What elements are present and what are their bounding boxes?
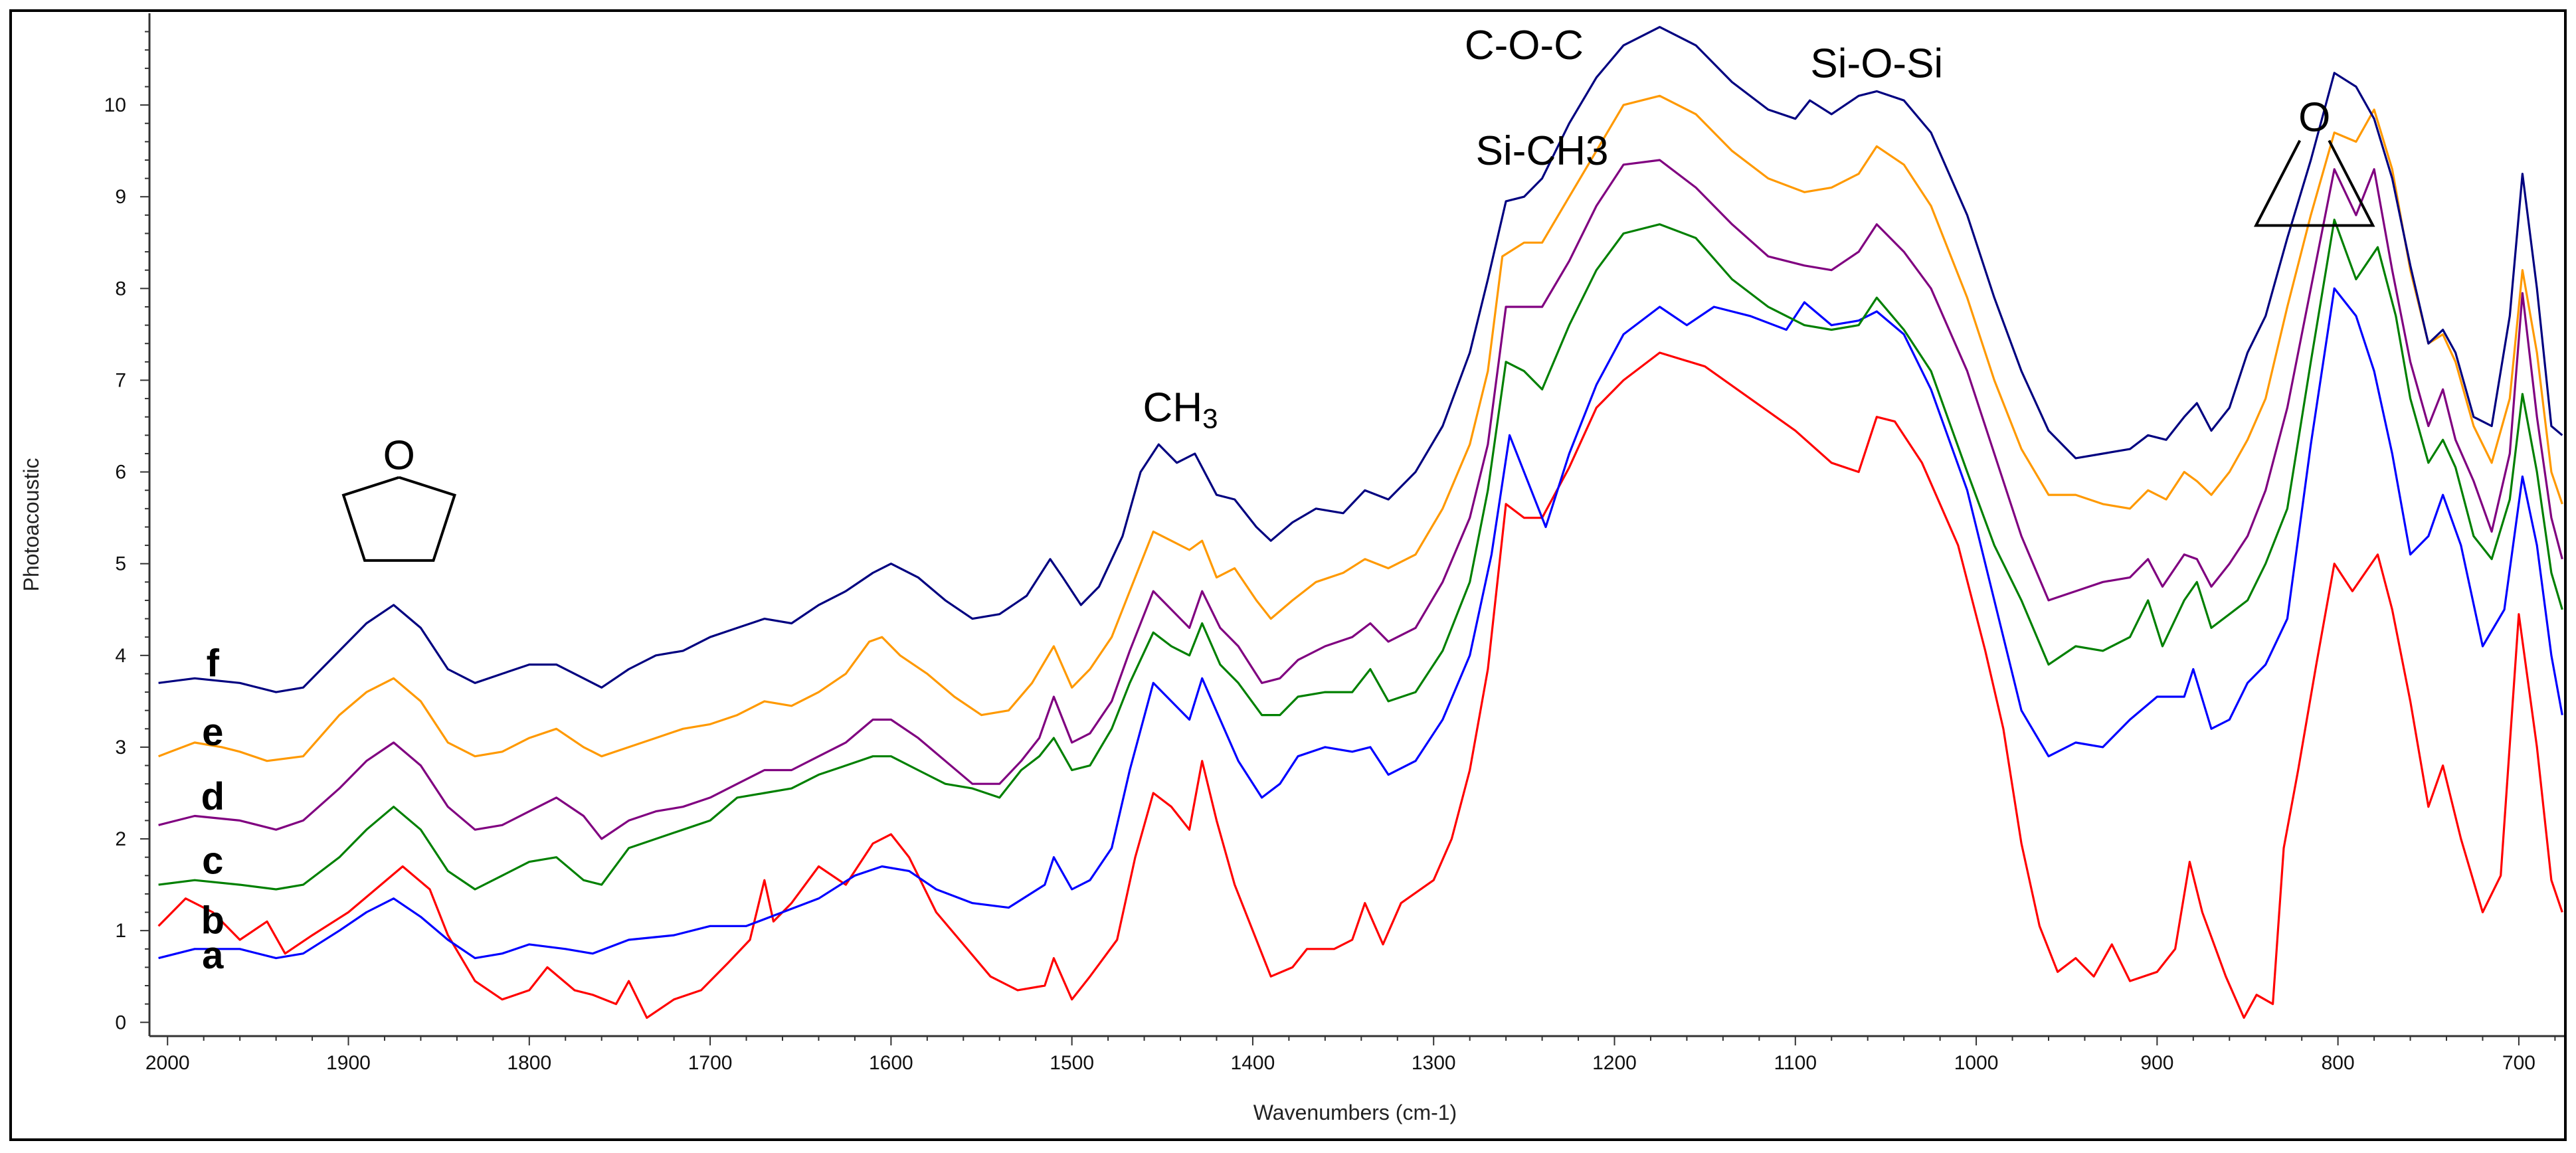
series-layer <box>157 26 2563 1019</box>
series-line-e <box>158 94 2563 762</box>
ring-oxygen-label: O <box>383 433 415 479</box>
x-axis-title: Wavenumbers (cm-1) <box>1253 1101 1457 1124</box>
tetrahydrofuran-ring-drawing: O <box>341 433 456 562</box>
series-line-f <box>158 26 2563 693</box>
y-tick-label: 2 <box>115 828 126 850</box>
y-tick-label: 7 <box>115 369 126 391</box>
x-tick-label: 1600 <box>869 1052 913 1074</box>
curve-label-c: c <box>202 840 223 883</box>
band-annotation: CH3 <box>1143 385 1218 434</box>
y-tick-label: 5 <box>115 553 126 575</box>
band-annotation: Si-O-Si <box>1810 41 1943 87</box>
band-annotation: C-O-C <box>1465 23 1584 68</box>
series-line-c <box>158 219 2563 891</box>
series-line-a <box>157 351 2563 1019</box>
structure-layer: OO <box>341 95 2375 562</box>
series-line-b <box>158 287 2563 960</box>
y-tick-label: 3 <box>115 737 126 758</box>
x-tick-label: 900 <box>2140 1052 2173 1074</box>
y-tick-label: 10 <box>104 94 126 116</box>
x-tick-label: 1800 <box>507 1052 551 1074</box>
y-tick-label: 9 <box>115 186 126 208</box>
curve-label-d: d <box>201 775 225 818</box>
y-axis-title: Photoacoustic <box>19 458 43 591</box>
curve-label-b: b <box>201 899 225 942</box>
x-axis-ticks: 2000 1900 1800 1700 1600 1500 1400 1300 1200 1100… <box>145 1036 2556 1074</box>
curve-label-e: e <box>202 711 223 754</box>
x-tick-label: 1100 <box>1774 1052 1817 1074</box>
annotation-layer: CH3 Si-CH3 C-O-C Si-O-Si <box>1143 23 1944 434</box>
y-axis-ticks: 0 1 2 3 4 5 6 7 8 9 10 <box>104 31 149 1033</box>
x-tick-label: 1300 <box>1412 1052 1456 1074</box>
x-tick-label: 700 <box>2502 1052 2535 1074</box>
y-tick-label: 0 <box>115 1012 126 1033</box>
x-tick-label: 1700 <box>688 1052 733 1074</box>
y-tick-label: 1 <box>115 920 126 942</box>
x-tick-label: 1000 <box>1954 1052 1999 1074</box>
band-annotation: Si-CH3 <box>1476 128 1609 174</box>
curve-label-a: a <box>202 934 224 977</box>
series-line-d <box>158 159 2563 840</box>
x-tick-label: 1500 <box>1050 1052 1094 1074</box>
x-tick-label: 800 <box>2322 1052 2355 1074</box>
y-tick-label: 4 <box>115 645 126 667</box>
figure-frame <box>9 9 2567 1141</box>
epoxide-ring-drawing: O <box>2253 95 2375 227</box>
plot-area: 0 1 2 3 4 5 6 7 8 9 10 2000 1900 1800 1700 1600 1500 140… <box>104 13 2564 1074</box>
curve-label-f: f <box>207 642 220 685</box>
x-tick-label: 1200 <box>1592 1052 1637 1074</box>
x-tick-label: 1400 <box>1231 1052 1275 1074</box>
x-tick-label: 1900 <box>326 1052 371 1074</box>
y-tick-label: 8 <box>115 278 126 300</box>
epoxide-oxygen-label: O <box>2298 95 2330 141</box>
y-tick-label: 6 <box>115 462 126 484</box>
x-tick-label: 2000 <box>145 1052 190 1074</box>
